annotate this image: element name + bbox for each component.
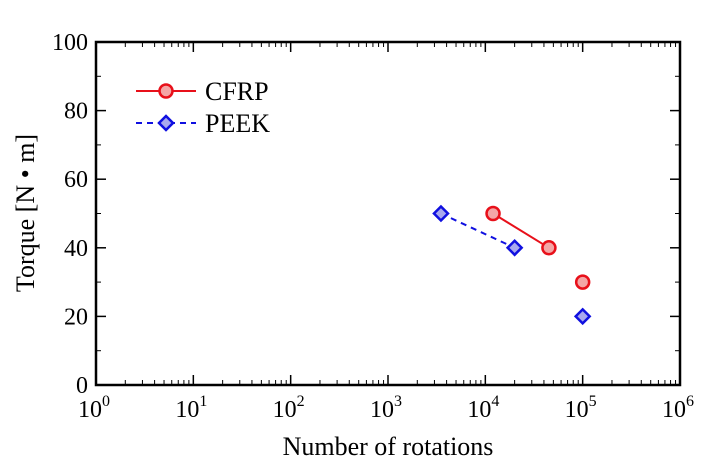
x-tick-label: 105 xyxy=(565,393,597,423)
data-point-cfrp xyxy=(485,205,501,222)
y-tick-label: 100 xyxy=(52,30,88,56)
y-tick-label: 80 xyxy=(64,99,88,125)
y-tick-label: 40 xyxy=(64,236,88,262)
legend-marker xyxy=(157,114,175,132)
y-tick-label: 60 xyxy=(64,167,88,193)
data-point-peek xyxy=(432,204,450,223)
y-tick-label: 20 xyxy=(64,304,88,330)
legend-item-cfrp: CFRP xyxy=(136,77,269,106)
plot-frame xyxy=(94,40,682,387)
legend-item-peek: PEEK xyxy=(136,109,270,138)
series-cfrp xyxy=(485,205,591,290)
legend-label: PEEK xyxy=(205,109,270,138)
x-tick-label: 104 xyxy=(467,393,499,423)
series-peek xyxy=(432,204,592,326)
x-tick-label: 100 xyxy=(78,393,110,423)
data-point-peek xyxy=(505,239,524,257)
x-tick-label: 106 xyxy=(662,393,694,423)
y-axis-title: Torque [N • m] xyxy=(11,134,40,292)
series-layer xyxy=(432,204,592,326)
x-tick-label: 103 xyxy=(370,393,402,423)
tick-labels: 100 101 102 103 104 105 106 0 20 40 60 80 100 xyxy=(52,30,694,423)
data-point-cfrp xyxy=(574,274,591,290)
y-tick-label: 0 xyxy=(76,373,88,399)
x-axis-title: Number of rotations xyxy=(283,432,494,461)
data-point-peek xyxy=(573,307,592,326)
data-point-cfrp xyxy=(541,240,557,256)
legend-label: CFRP xyxy=(205,77,269,106)
x-tick-label: 101 xyxy=(175,393,207,423)
series-line-cfrp xyxy=(492,212,550,249)
legend: CFRP PEEK xyxy=(136,77,270,138)
x-tick-label: 102 xyxy=(273,393,305,423)
series-line-peek xyxy=(440,212,516,249)
legend-marker xyxy=(158,83,174,99)
ticks xyxy=(95,41,681,386)
